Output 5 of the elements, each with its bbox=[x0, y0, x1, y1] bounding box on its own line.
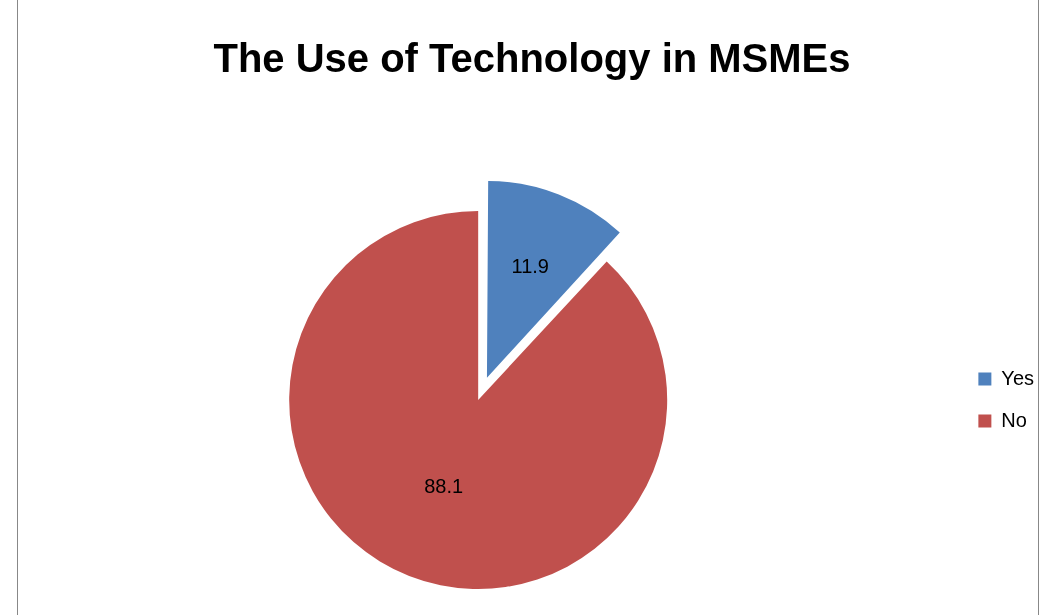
legend-label: No bbox=[1001, 408, 1027, 431]
chart-title: The Use of Technology in MSMEs bbox=[212, 36, 852, 81]
data-label: 11.9 bbox=[511, 254, 549, 277]
legend-label: Yes bbox=[1001, 366, 1035, 389]
data-label: 88.1 bbox=[424, 475, 464, 498]
